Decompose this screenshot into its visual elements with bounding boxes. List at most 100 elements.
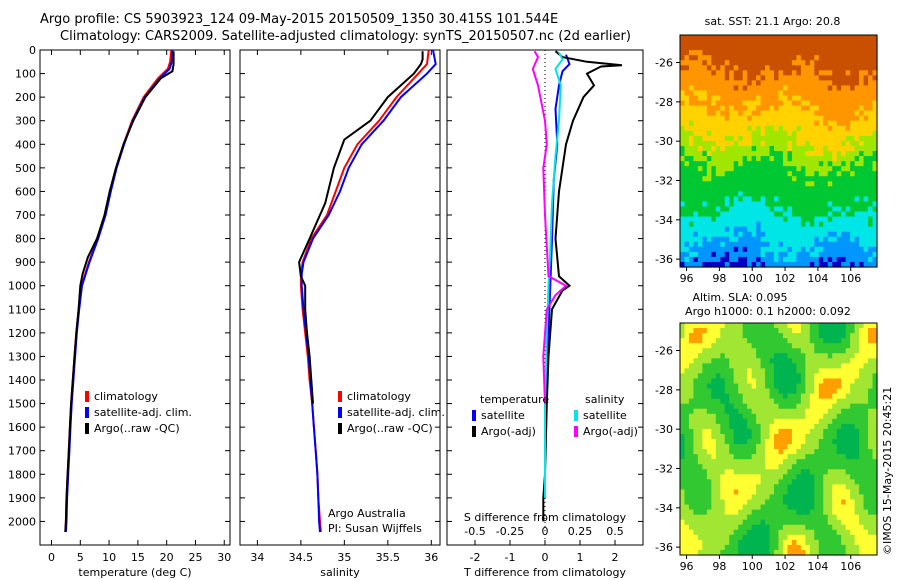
temperature-ytick-label: 1700 (8, 445, 36, 458)
sst_map-ytick-label: -30 (655, 135, 673, 148)
difference-s-tick-label: -0.5 (464, 525, 485, 538)
temperature-ytick-label: 2000 (8, 515, 36, 528)
salinity-xtick-label: 35 (337, 551, 351, 564)
difference-legend-swatch (574, 410, 578, 421)
difference-xtick-label: 2 (612, 551, 619, 564)
temperature-ytick-label: 500 (15, 162, 36, 175)
difference-xtick-label: 0 (542, 551, 549, 564)
sst_map-xtick-label: 100 (742, 272, 763, 285)
sla_map-ytick-label: -32 (655, 462, 673, 475)
temperature-ytick-label: 1200 (8, 327, 36, 340)
sla_map-xtick-label: 104 (807, 560, 828, 573)
sla_map-ytick-label: -34 (655, 502, 673, 515)
temperature-frame (39, 49, 231, 546)
difference-xtick-label: -1 (505, 551, 516, 564)
temperature-ytick-label: 900 (15, 256, 36, 269)
temperature-ytick-label: 1600 (8, 421, 36, 434)
sla_map-heatmap-cells (680, 323, 878, 556)
salinity-annotation-line-1: Argo Australia (328, 507, 406, 520)
sla_map-ytick-label: -26 (655, 345, 673, 358)
salinity-frame (239, 49, 441, 546)
temperature-ytick-label: 100 (15, 68, 36, 81)
salinity-legend-label: climatology (347, 390, 411, 403)
salinity-xlabel: salinity (320, 566, 360, 579)
sst_map-xtick-label: 102 (775, 272, 796, 285)
salinity-legend-label: satellite-adj. clim. (347, 406, 445, 419)
temperature-ytick-label: 1400 (8, 374, 36, 387)
sst_map-ytick-label: -26 (655, 57, 673, 70)
temperature-legend-swatch (85, 407, 89, 418)
salinity-xtick-label: 35.5 (376, 551, 401, 564)
salinity-xtick-label: 34.5 (289, 551, 314, 564)
difference-s-tick-label: 0.5 (606, 525, 624, 538)
difference-xtick-label: 1 (577, 551, 584, 564)
temperature-xtick-label: 10 (102, 551, 116, 564)
sst-map-title: sat. SST: 21.1 Argo: 20.8 (705, 15, 841, 28)
salinity-series-line (299, 49, 430, 533)
difference-legend-header-salinity: salinity (585, 393, 625, 406)
temperature-legend-label: climatology (94, 390, 158, 403)
difference-s-tick-label: 0 (542, 525, 549, 538)
temperature-ytick-label: 1500 (8, 398, 36, 411)
temperature-xlabel: temperature (deg C) (78, 566, 191, 579)
salinity-xtick-label: 34 (250, 551, 264, 564)
timestamp-footer: ©IMOS 15-May-2015 20:45:21 (881, 387, 894, 555)
sst_map-xtick-label: 98 (712, 272, 726, 285)
temperature-ytick-label: 800 (15, 233, 36, 246)
temperature-ytick-label: 1100 (8, 303, 36, 316)
sla_map-xtick-label: 100 (742, 560, 763, 573)
difference-legend-label: satellite (481, 409, 525, 422)
sla_map-xtick-label: 102 (775, 560, 796, 573)
difference-s-axis-label: S difference from climatology (464, 511, 627, 524)
sla_map-ytick-label: -28 (655, 384, 673, 397)
temperature-xtick-label: 15 (131, 551, 145, 564)
difference-series-line (544, 51, 564, 498)
temperature-ytick-label: 300 (15, 115, 36, 128)
salinity-series-line (298, 51, 424, 404)
difference-s-tick-label: 0.25 (568, 525, 593, 538)
salinity-legend-swatch (338, 407, 342, 418)
difference-legend-swatch (472, 426, 476, 437)
sst_map-frame (679, 34, 878, 268)
difference-xtick-label: -2 (470, 551, 481, 564)
temperature-xtick-label: 30 (217, 551, 231, 564)
difference-legend-label: Argo(-adj) (583, 425, 638, 438)
salinity-legend-swatch (338, 391, 342, 402)
temperature-ytick-label: 700 (15, 209, 36, 222)
salinity-annotation-line-2: PI: Susan Wijffels (328, 522, 422, 535)
temperature-legend-swatch (85, 391, 89, 402)
temperature-series-line (64, 49, 174, 533)
temperature-ytick-label: 1900 (8, 492, 36, 505)
temperature-xtick-label: 0 (48, 551, 55, 564)
difference-series-line (531, 50, 568, 404)
difference-xlabel: T difference from climatology (463, 566, 626, 579)
sst_map-ytick-label: -28 (655, 96, 673, 109)
temperature-ytick-label: 200 (15, 91, 36, 104)
salinity-legend-label: Argo(..raw -QC) (347, 422, 433, 435)
plot-title-line-1: Argo profile: CS 5903923_124 09-May-2015… (40, 12, 559, 27)
sst_map-xtick-label: 104 (807, 272, 828, 285)
temperature-legend-label: Argo(..raw -QC) (94, 422, 180, 435)
temperature-ytick-label: 600 (15, 185, 36, 198)
sla-map-title-line-1: Altim. SLA: 0.095 (692, 291, 787, 304)
sst_map-xtick-label: 96 (680, 272, 694, 285)
sla-map-title-line-2: Argo h1000: 0.1 h2000: 0.092 (685, 305, 851, 318)
temperature-legend-label: satellite-adj. clim. (94, 406, 192, 419)
sla_map-xtick-label: 106 (840, 560, 861, 573)
sst_map-ytick-label: -32 (655, 174, 673, 187)
temperature-xtick-label: 5 (77, 551, 84, 564)
difference-legend-label: satellite (583, 409, 627, 422)
temperature-ytick-label: 1000 (8, 280, 36, 293)
difference-series-line (542, 50, 623, 522)
difference-legend-label: Argo(-adj) (481, 425, 536, 438)
temperature-xtick-label: 20 (160, 551, 174, 564)
temperature-ytick-label: 1800 (8, 468, 36, 481)
sla_map-ytick-label: -30 (655, 423, 673, 436)
difference-s-tick-label: -0.25 (496, 525, 524, 538)
difference-legend-header-temperature: temperature (480, 393, 549, 406)
temperature-xtick-label: 25 (188, 551, 202, 564)
sst_map-ytick-label: -36 (655, 253, 673, 266)
sla_map-ytick-label: -36 (655, 541, 673, 554)
sla_map-frame (679, 322, 878, 556)
